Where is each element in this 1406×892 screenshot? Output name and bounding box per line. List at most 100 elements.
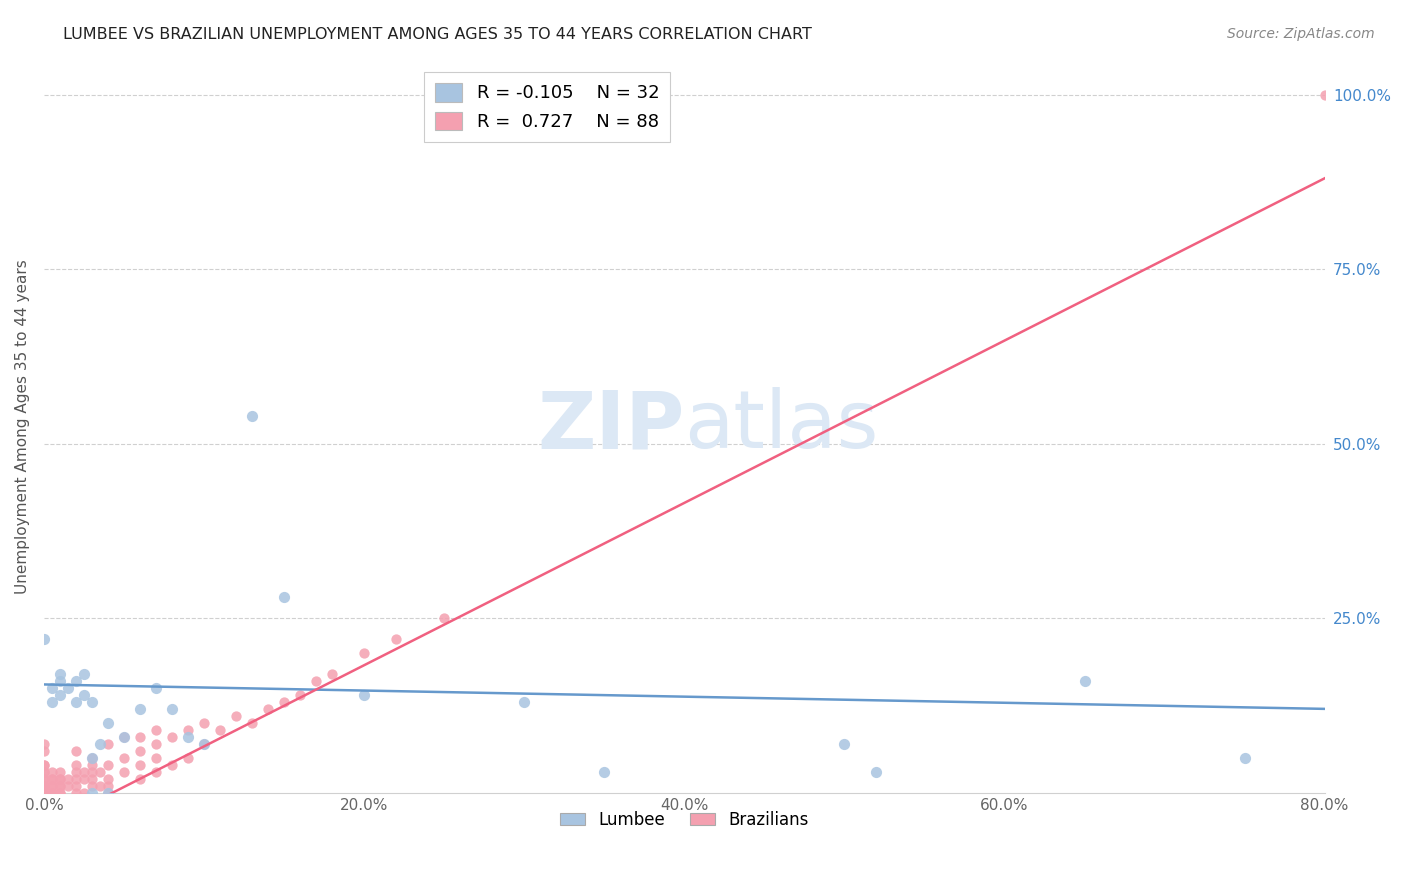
Point	[321, 667, 343, 681]
Legend: Lumbee, Brazilians: Lumbee, Brazilians	[553, 805, 815, 836]
Point	[97, 772, 120, 786]
Point	[49, 673, 72, 688]
Point	[89, 764, 111, 779]
Point	[145, 750, 167, 764]
Point	[97, 715, 120, 730]
Point	[112, 730, 135, 744]
Point	[56, 772, 79, 786]
Point	[1233, 750, 1256, 764]
Point	[80, 764, 103, 779]
Point	[97, 786, 120, 800]
Point	[32, 744, 55, 758]
Point	[353, 688, 375, 702]
Point	[32, 786, 55, 800]
Point	[32, 786, 55, 800]
Point	[129, 757, 152, 772]
Point	[41, 695, 63, 709]
Point	[513, 695, 536, 709]
Point	[89, 737, 111, 751]
Point	[32, 786, 55, 800]
Point	[41, 764, 63, 779]
Point	[97, 786, 120, 800]
Point	[225, 709, 247, 723]
Point	[865, 764, 887, 779]
Point	[305, 673, 328, 688]
Point	[80, 772, 103, 786]
Point	[89, 779, 111, 793]
Point	[49, 779, 72, 793]
Point	[288, 688, 311, 702]
Point	[257, 702, 280, 716]
Point	[145, 723, 167, 737]
Point	[273, 695, 295, 709]
Point	[32, 772, 55, 786]
Point	[240, 715, 263, 730]
Point	[32, 757, 55, 772]
Point	[160, 757, 183, 772]
Text: Source: ZipAtlas.com: Source: ZipAtlas.com	[1227, 27, 1375, 41]
Point	[65, 744, 87, 758]
Point	[32, 786, 55, 800]
Point	[80, 779, 103, 793]
Point	[80, 757, 103, 772]
Point	[129, 730, 152, 744]
Point	[41, 786, 63, 800]
Point	[177, 730, 200, 744]
Point	[112, 750, 135, 764]
Point	[32, 764, 55, 779]
Point	[129, 702, 152, 716]
Point	[65, 673, 87, 688]
Point	[80, 750, 103, 764]
Point	[49, 764, 72, 779]
Point	[129, 772, 152, 786]
Point	[193, 737, 215, 751]
Text: ZIP: ZIP	[537, 387, 685, 465]
Point	[32, 786, 55, 800]
Point	[32, 764, 55, 779]
Point	[177, 750, 200, 764]
Point	[193, 715, 215, 730]
Point	[49, 786, 72, 800]
Point	[65, 786, 87, 800]
Text: atlas: atlas	[685, 387, 879, 465]
Point	[65, 772, 87, 786]
Point	[32, 779, 55, 793]
Point	[56, 681, 79, 695]
Point	[593, 764, 616, 779]
Point	[49, 779, 72, 793]
Point	[73, 786, 96, 800]
Y-axis label: Unemployment Among Ages 35 to 44 years: Unemployment Among Ages 35 to 44 years	[15, 259, 30, 593]
Point	[145, 681, 167, 695]
Point	[41, 786, 63, 800]
Point	[65, 695, 87, 709]
Point	[32, 786, 55, 800]
Point	[193, 737, 215, 751]
Point	[834, 737, 856, 751]
Point	[97, 757, 120, 772]
Point	[97, 779, 120, 793]
Point	[73, 764, 96, 779]
Point	[49, 786, 72, 800]
Point	[32, 786, 55, 800]
Point	[73, 667, 96, 681]
Point	[433, 611, 456, 625]
Point	[80, 750, 103, 764]
Point	[145, 737, 167, 751]
Point	[32, 757, 55, 772]
Point	[41, 779, 63, 793]
Point	[385, 632, 408, 646]
Point	[41, 772, 63, 786]
Point	[97, 737, 120, 751]
Point	[73, 772, 96, 786]
Point	[41, 681, 63, 695]
Point	[65, 779, 87, 793]
Point	[56, 779, 79, 793]
Point	[49, 772, 72, 786]
Point	[353, 646, 375, 660]
Point	[112, 730, 135, 744]
Point	[1073, 673, 1095, 688]
Point	[32, 772, 55, 786]
Point	[112, 764, 135, 779]
Text: LUMBEE VS BRAZILIAN UNEMPLOYMENT AMONG AGES 35 TO 44 YEARS CORRELATION CHART: LUMBEE VS BRAZILIAN UNEMPLOYMENT AMONG A…	[63, 27, 813, 42]
Point	[49, 688, 72, 702]
